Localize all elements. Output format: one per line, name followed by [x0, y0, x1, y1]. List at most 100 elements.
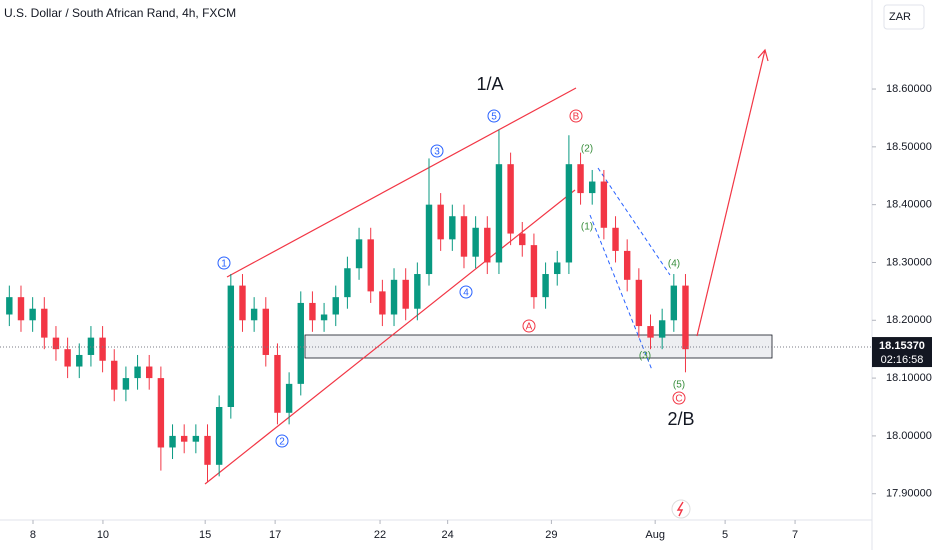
candle-body	[554, 262, 561, 275]
x-tick-label: 10	[97, 529, 109, 541]
candle-body	[215, 407, 223, 465]
candle-body	[262, 308, 270, 355]
candle-body	[658, 320, 666, 338]
x-tick-label: 24	[442, 529, 454, 541]
candle-body	[449, 216, 456, 240]
wave-label: (4)	[668, 259, 680, 270]
y-tick-label: 18.50000	[886, 141, 932, 153]
candle-body	[425, 204, 433, 275]
candle-body	[99, 337, 106, 361]
background	[204, 48, 773, 485]
candle-body	[355, 239, 363, 269]
candle-body	[146, 366, 153, 379]
candle-body	[495, 164, 503, 263]
candle-body	[519, 233, 526, 246]
y-tick-label: 18.00000	[886, 430, 932, 442]
y-tick-label: 18.60000	[886, 83, 932, 95]
y-tick-label: 18.30000	[886, 256, 932, 268]
wave-label: 2	[279, 437, 285, 448]
candle-body	[297, 302, 304, 384]
candle-body	[239, 285, 246, 321]
candles	[6, 129, 689, 483]
candle-body	[647, 326, 654, 338]
wave-circle	[569, 109, 583, 123]
wave-circle	[487, 109, 501, 123]
x-tick-label: 29	[545, 529, 557, 541]
candle-body	[192, 435, 200, 442]
last-price-box	[872, 337, 932, 368]
wave-circle	[672, 391, 686, 405]
candle-body	[577, 164, 584, 194]
candle-body	[460, 216, 468, 257]
arrow	[696, 49, 766, 337]
candle-body	[227, 285, 235, 407]
last-price-label: 18.15370	[879, 340, 925, 352]
support-zone	[304, 334, 773, 359]
candle-body	[309, 302, 316, 321]
wave-label: A	[526, 322, 533, 333]
x-tick-label: 8	[30, 529, 36, 541]
candle-body	[157, 378, 165, 448]
wave-circle	[275, 434, 289, 448]
candle-body	[390, 279, 398, 315]
candle-body	[367, 239, 374, 292]
wave-label: (3)	[639, 351, 651, 362]
candle-body	[379, 291, 386, 315]
candle-body	[402, 279, 409, 309]
wave-label: (1)	[581, 222, 593, 233]
channel-line	[597, 167, 671, 276]
candle-body	[180, 435, 188, 442]
y-tick-label: 18.20000	[886, 314, 932, 326]
icon[interactable]	[671, 499, 691, 519]
candle-body	[589, 181, 596, 194]
candle-body	[332, 297, 339, 315]
candle-body	[76, 354, 83, 367]
candle-body	[320, 314, 328, 321]
candle-body	[623, 250, 631, 280]
wave-label: 2/B	[667, 409, 694, 429]
wave-label: 1/A	[476, 74, 503, 94]
candle-body	[472, 227, 479, 257]
wave-circle	[459, 285, 473, 299]
candle-body	[530, 245, 538, 298]
candle-body	[134, 366, 141, 379]
candle-body	[204, 435, 211, 465]
x-tick-label: 15	[199, 529, 211, 541]
wave-label: 3	[434, 147, 440, 158]
candle-body	[6, 297, 13, 315]
arrow-head	[757, 48, 769, 62]
x-tick-label: 22	[374, 529, 386, 541]
wave-label: B	[573, 112, 580, 123]
wave-circle	[430, 144, 444, 158]
candle-body	[682, 285, 689, 350]
candle-body	[414, 274, 421, 309]
x-tick-label: Aug	[645, 529, 665, 541]
annotations: 1/A 2/B 1 2 3 4 5 A B C (1) (2) (3) (4) …	[217, 74, 695, 519]
x-tick-label: 7	[792, 529, 798, 541]
candle-body	[600, 181, 608, 228]
wave-label: (5)	[673, 380, 685, 391]
candle-body	[111, 360, 118, 390]
x-tick-label: 17	[269, 529, 281, 541]
wave-label: C	[675, 394, 682, 405]
countdown: 02:16:58	[881, 354, 924, 366]
wave-label: (2)	[581, 144, 593, 155]
wave-circle	[522, 319, 536, 333]
currency-box[interactable]	[883, 4, 925, 30]
candle-body	[344, 268, 351, 298]
candle-body	[87, 337, 95, 355]
currency: ZAR	[889, 11, 911, 23]
trendline	[204, 189, 576, 485]
icon	[676, 501, 684, 517]
y-tick-label: 18.10000	[886, 372, 932, 384]
candle-body	[484, 227, 491, 263]
candle-body	[612, 227, 619, 251]
candle-body	[507, 164, 514, 234]
trendline	[226, 87, 577, 278]
chart-title: U.S. Dollar / South African Rand, 4h, FX…	[4, 6, 236, 20]
candle-body	[250, 308, 258, 321]
candle-body	[437, 204, 444, 240]
wave-label: 5	[491, 112, 497, 123]
x-tick-label: 5	[722, 529, 728, 541]
